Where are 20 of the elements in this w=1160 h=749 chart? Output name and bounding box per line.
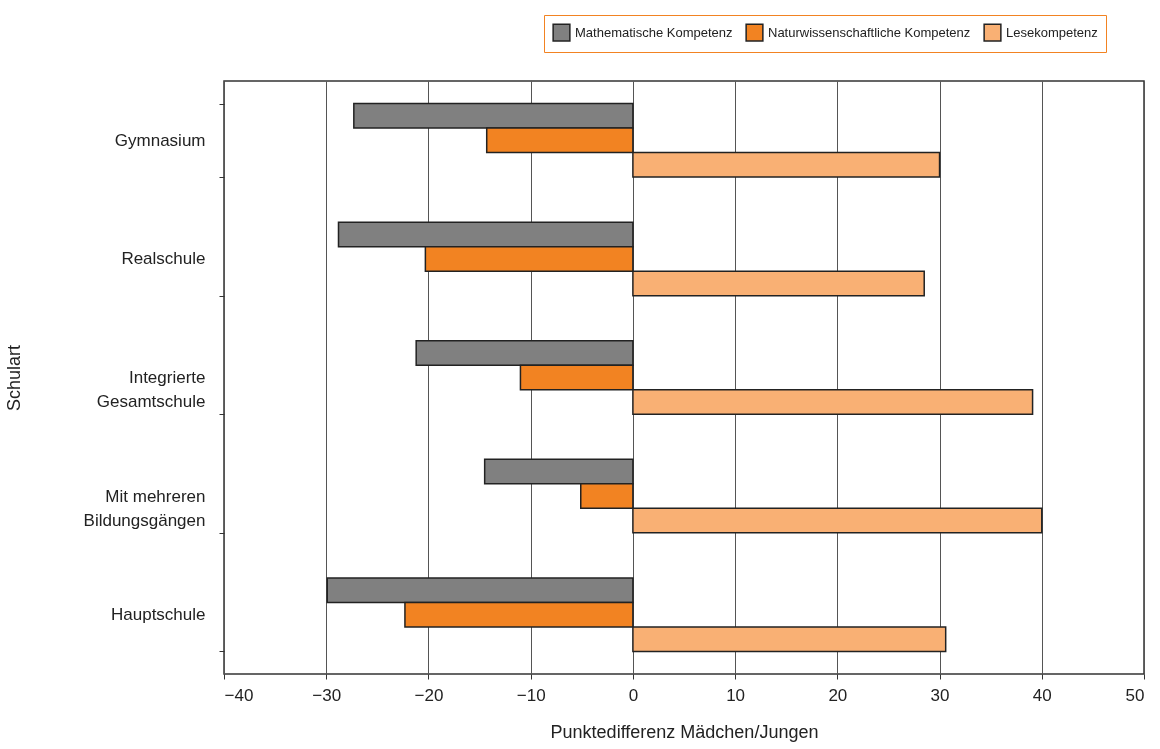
x-tick-label: 40 — [1032, 685, 1052, 705]
x-tick-label: 50 — [1125, 685, 1145, 705]
x-axis-title: Punktedifferenz Mädchen/Jungen — [550, 721, 819, 742]
x-tick-label: 0 — [628, 685, 639, 705]
x-tick-label: 30 — [930, 685, 950, 705]
y-tick-label: Mit mehreren Bildungsgängen — [83, 486, 206, 530]
x-tick-label: −10 — [516, 685, 546, 705]
legend-label: Lesekompetenz — [1006, 24, 1098, 40]
y-tick-label: Integrierte Gesamtschule — [96, 368, 206, 411]
y-axis-title: Schulart — [3, 344, 24, 412]
x-tick-label: 20 — [828, 685, 848, 705]
legend-label: Naturwissenschaftliche Kompetenz — [768, 24, 971, 40]
x-tick-label: −40 — [224, 685, 254, 705]
x-tick-label: 10 — [726, 685, 746, 705]
y-tick-label: Gymnasium — [114, 130, 206, 150]
y-tick-label: Realschule — [121, 249, 206, 269]
y-tick-label: Hauptschule — [110, 605, 206, 625]
x-tick-label: −20 — [414, 685, 444, 705]
legend-label: Mathematische Kompetenz — [575, 24, 733, 40]
x-tick-label: −30 — [312, 685, 342, 705]
